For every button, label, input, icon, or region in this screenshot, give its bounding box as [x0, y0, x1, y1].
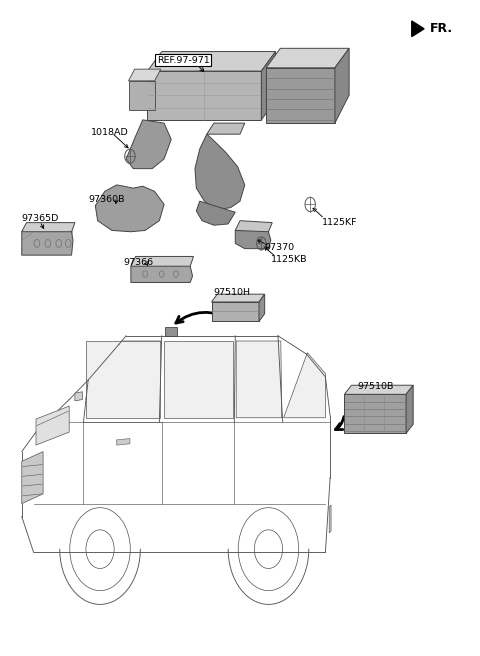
Polygon shape [235, 220, 272, 232]
Polygon shape [96, 185, 164, 232]
Text: 97510H: 97510H [214, 288, 251, 297]
Polygon shape [236, 341, 282, 418]
Polygon shape [36, 406, 69, 445]
Polygon shape [126, 120, 171, 169]
Polygon shape [22, 451, 43, 504]
Text: 1018AD: 1018AD [91, 129, 128, 137]
Polygon shape [261, 52, 276, 120]
Polygon shape [212, 302, 259, 321]
Polygon shape [195, 134, 245, 210]
Polygon shape [22, 222, 75, 232]
Text: 1125KF: 1125KF [322, 218, 357, 227]
Polygon shape [131, 256, 193, 266]
Polygon shape [266, 68, 335, 123]
Polygon shape [344, 394, 406, 434]
Polygon shape [129, 69, 161, 81]
Polygon shape [147, 71, 261, 120]
Polygon shape [266, 49, 349, 68]
Text: 97370: 97370 [264, 243, 295, 252]
Polygon shape [344, 385, 413, 394]
Polygon shape [207, 123, 245, 134]
Text: REF.97-971: REF.97-971 [156, 56, 209, 64]
Text: 97510B: 97510B [358, 382, 394, 391]
Polygon shape [196, 201, 235, 225]
Polygon shape [165, 327, 178, 336]
Polygon shape [335, 49, 349, 123]
Polygon shape [22, 224, 73, 255]
Polygon shape [235, 224, 271, 249]
Polygon shape [212, 294, 264, 302]
Polygon shape [86, 341, 160, 418]
Polygon shape [117, 439, 130, 445]
Text: 1125KB: 1125KB [271, 255, 307, 264]
Polygon shape [284, 353, 325, 418]
Text: 97360B: 97360B [88, 195, 125, 204]
Polygon shape [412, 21, 424, 37]
Polygon shape [259, 294, 264, 321]
Polygon shape [147, 52, 276, 71]
Polygon shape [329, 505, 331, 533]
Polygon shape [406, 385, 413, 434]
Text: 97366: 97366 [124, 258, 154, 268]
Polygon shape [131, 260, 192, 283]
Polygon shape [164, 341, 233, 418]
Polygon shape [75, 392, 83, 401]
Text: 97365D: 97365D [22, 215, 59, 223]
Polygon shape [86, 341, 162, 400]
Polygon shape [129, 81, 155, 110]
Text: FR.: FR. [430, 22, 453, 35]
